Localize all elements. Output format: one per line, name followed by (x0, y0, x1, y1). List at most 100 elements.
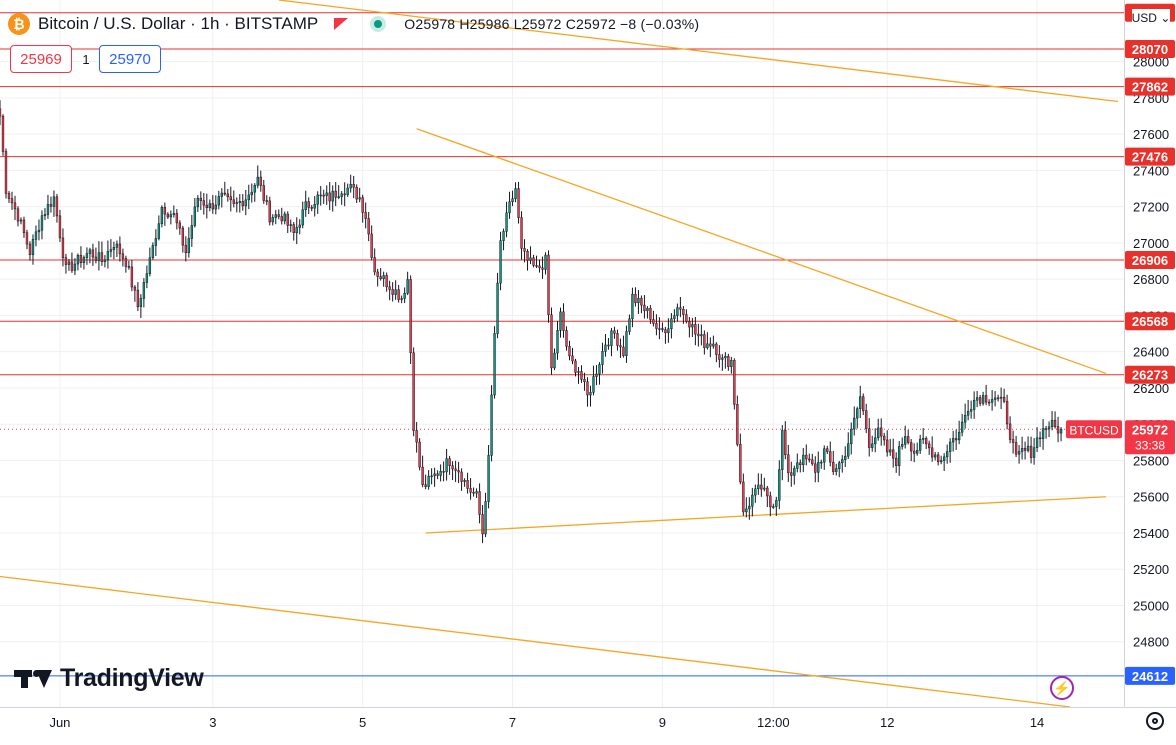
candle-body (382, 275, 385, 279)
level-tag[interactable]: 27862 (1125, 77, 1175, 96)
candle-body (874, 437, 877, 445)
candle-body (1011, 439, 1015, 443)
buy-price-button[interactable]: 25970 (99, 45, 161, 73)
candle-body (889, 449, 892, 453)
price-tick-label: 25800 (1133, 453, 1169, 468)
candle-body (640, 297, 643, 306)
candle-body (295, 227, 298, 233)
candle-body (739, 444, 742, 483)
candle-body (850, 428, 853, 444)
price-tick-label: 27000 (1133, 236, 1169, 251)
gear-icon[interactable] (1146, 712, 1164, 730)
level-tag-bg (1125, 312, 1175, 331)
level-tag[interactable]: 26568 (1125, 312, 1175, 331)
trendline[interactable] (416, 128, 1107, 375)
candle-body (526, 251, 529, 261)
candle-body (883, 435, 886, 441)
countdown-label: 33:38 (1135, 438, 1165, 452)
candle-body (52, 196, 56, 207)
candle-body (34, 231, 38, 240)
candle-body (7, 193, 11, 199)
price-tick-label: 26200 (1133, 381, 1169, 396)
symbol-tag[interactable]: BTCUSD (1066, 420, 1122, 439)
candle-body (978, 397, 982, 404)
candle-body (679, 307, 682, 310)
candle-body (151, 245, 155, 259)
level-tag-bg (1125, 77, 1175, 96)
candle-body (832, 461, 835, 472)
candle-body (352, 184, 355, 188)
trendline[interactable] (278, 0, 1119, 103)
candle-body (334, 190, 337, 198)
candle-body (460, 471, 463, 482)
candle-body (127, 266, 131, 268)
level-tag-blue[interactable]: 24612 (1125, 666, 1175, 685)
candle-body (472, 491, 475, 494)
candle-body (604, 344, 607, 352)
candle-body (808, 458, 811, 461)
trendline[interactable] (0, 575, 1071, 708)
level-tag[interactable]: 28070 (1125, 39, 1175, 58)
candle-body (892, 449, 895, 459)
spread-value: 1 (82, 51, 90, 67)
candle-body (193, 206, 197, 226)
candle-body (46, 204, 50, 215)
candle-body (397, 289, 400, 300)
time-axis[interactable] (0, 707, 1124, 740)
candle-body (1023, 447, 1027, 451)
candle-body (595, 373, 598, 377)
candle-body (142, 282, 146, 299)
candle-body (475, 491, 478, 494)
candle-body (406, 279, 409, 294)
lightning-icon[interactable]: ⚡ (1050, 676, 1074, 700)
candle-body (745, 508, 748, 513)
candle-body (733, 360, 736, 405)
symbol-title[interactable]: Bitcoin / U.S. Dollar · 1h · BITSTAMP (38, 14, 319, 33)
candle-body (628, 318, 631, 332)
trendline[interactable] (425, 496, 1107, 534)
candle-body (942, 456, 946, 461)
candle-body (829, 451, 832, 463)
currency-selector[interactable]: USD ⌄ (1131, 9, 1171, 27)
candle-body (517, 188, 520, 218)
candle-body (61, 237, 65, 258)
candle-body (430, 475, 433, 478)
candle-body (478, 491, 481, 515)
candle-body (691, 324, 694, 328)
level-tag[interactable]: 26906 (1125, 250, 1175, 269)
candle-body (730, 360, 733, 367)
time-tick-label: 14 (1030, 715, 1044, 730)
candle-body (868, 428, 871, 448)
candle-body (136, 289, 140, 307)
price-tick-label: 25000 (1133, 598, 1169, 613)
candle-body (954, 438, 958, 441)
flag-icon[interactable] (334, 18, 349, 30)
candle-body (817, 462, 820, 473)
candle-body (364, 212, 367, 219)
candle-body (436, 473, 439, 476)
level-tag[interactable]: 27476 (1125, 147, 1175, 166)
candle-body (220, 192, 223, 197)
level-tag[interactable]: 26273 (1125, 365, 1175, 384)
level-tag-text: 26273 (1132, 368, 1168, 383)
candle-body (676, 307, 679, 316)
sell-price-button[interactable]: 25969 (10, 45, 72, 73)
candle-body (538, 265, 541, 269)
candle-body (763, 487, 766, 490)
candle-body (1002, 396, 1006, 402)
price-tick-label: 24800 (1133, 635, 1169, 650)
candle-body (933, 454, 937, 458)
candle-body (820, 461, 823, 464)
candle-body (358, 197, 361, 200)
candle-body (916, 450, 919, 454)
candle-body (514, 188, 517, 199)
candle-body (484, 501, 487, 535)
candle-body (697, 333, 700, 337)
candle-body (310, 207, 313, 209)
candle-body (862, 396, 865, 411)
candle-body (727, 356, 730, 367)
price-tick-label: 26400 (1133, 345, 1169, 360)
